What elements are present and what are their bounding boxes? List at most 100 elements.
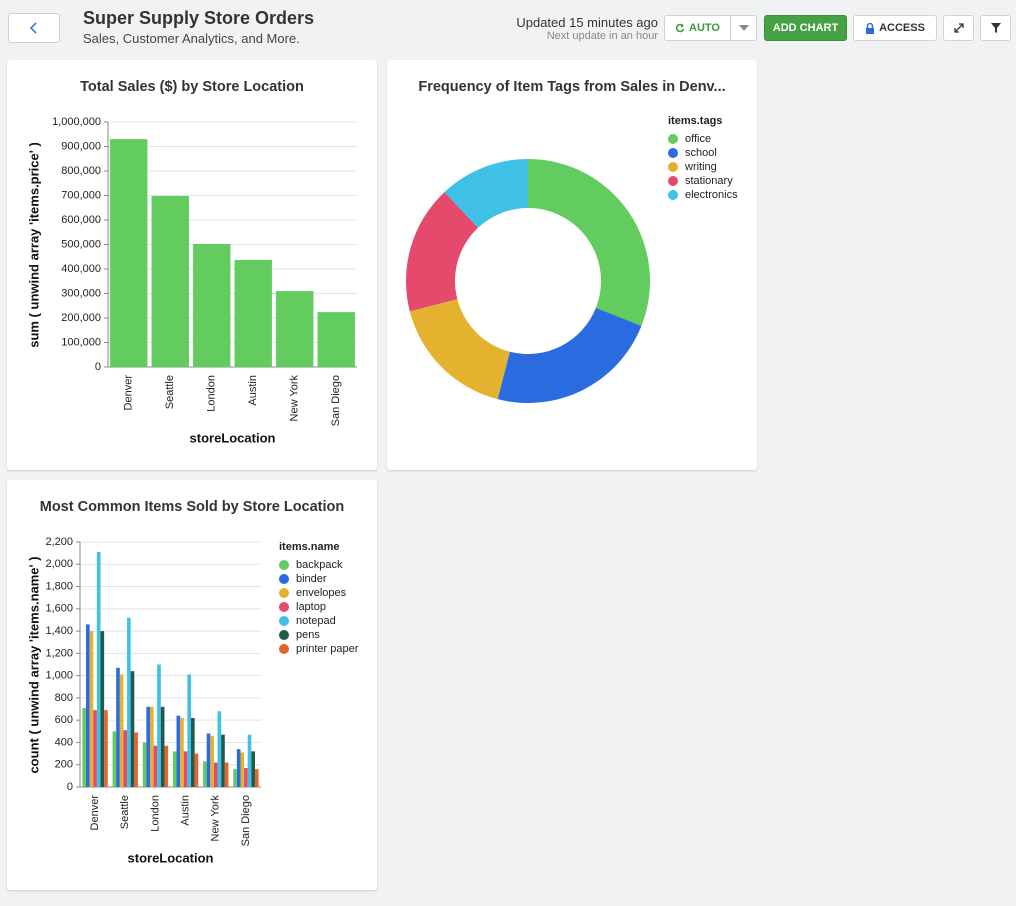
- page-title: Super Supply Store Orders: [83, 8, 315, 28]
- chart: Frequency of Item Tags from Sales in Den…: [406, 79, 738, 403]
- bar: [142, 742, 147, 787]
- x-tick-label: New York: [210, 795, 222, 842]
- bar: [89, 631, 94, 787]
- bar: [251, 751, 255, 787]
- auto-label: AUTO: [689, 22, 720, 34]
- legend-label: notepad: [296, 615, 336, 627]
- pie-slice: [409, 299, 510, 400]
- legend-swatch: [668, 134, 678, 144]
- back-button[interactable]: [8, 13, 60, 43]
- bar: [193, 244, 231, 367]
- bar: [164, 745, 169, 787]
- legend-label: office: [685, 133, 711, 145]
- y-tick-label: 900,000: [61, 140, 101, 152]
- y-tick-label: 500,000: [61, 238, 101, 250]
- x-tick-label: London: [206, 375, 218, 412]
- y-tick-label: 0: [95, 361, 101, 373]
- legend-swatch: [279, 574, 289, 584]
- legend-label: laptop: [296, 601, 326, 613]
- refresh-icon: [675, 23, 685, 33]
- y-tick-label: 1,600: [45, 603, 73, 615]
- expand-button[interactable]: [943, 15, 974, 41]
- x-tick-label: Denver: [89, 795, 101, 831]
- y-tick-label: 1,000: [45, 670, 73, 682]
- bar: [213, 762, 218, 787]
- lock-icon: [866, 22, 875, 34]
- filter-icon: [990, 23, 1001, 33]
- legend-swatch: [279, 560, 289, 570]
- bar: [194, 753, 199, 787]
- filter-button[interactable]: [980, 15, 1011, 41]
- bar: [172, 751, 177, 787]
- legend-label: pens: [296, 629, 320, 641]
- x-tick-label: Denver: [123, 375, 135, 411]
- x-tick-label: London: [149, 795, 161, 832]
- legend-title: items.name: [279, 541, 340, 553]
- bar: [110, 139, 148, 367]
- legend-label: printer paper: [296, 643, 359, 655]
- bar: [116, 667, 120, 787]
- bar: [157, 664, 161, 787]
- bar: [233, 769, 237, 787]
- bar: [149, 706, 154, 787]
- access-button[interactable]: ACCESS: [853, 15, 937, 41]
- bar: [317, 312, 355, 367]
- y-tick-label: 200,000: [61, 312, 101, 324]
- y-tick-label: 100,000: [61, 336, 101, 348]
- bar: [112, 731, 117, 787]
- bar: [100, 631, 105, 787]
- chart-card: Total Sales ($) by Store Location 0 100,00…: [7, 60, 377, 470]
- x-axis-label: storeLocation: [128, 850, 214, 865]
- x-tick-label: Seattle: [119, 795, 131, 829]
- x-tick-label: Seattle: [164, 375, 176, 409]
- y-tick-label: 800,000: [61, 165, 101, 177]
- y-tick-label: 1,800: [45, 580, 73, 592]
- pie-slice: [497, 307, 642, 403]
- y-tick-label: 200: [55, 759, 73, 771]
- auto-button[interactable]: AUTO: [664, 15, 731, 41]
- legend-swatch: [279, 602, 289, 612]
- page-subtitle: Sales, Customer Analytics, and More.: [83, 31, 300, 46]
- bar: [191, 717, 195, 787]
- bar: [254, 769, 259, 787]
- x-axis-label: storeLocation: [190, 430, 276, 445]
- bar: [96, 552, 101, 787]
- updated-text: Updated 15 minutes ago: [516, 15, 658, 30]
- pie-slice: [406, 192, 479, 312]
- bar: [153, 745, 158, 787]
- bar: [146, 706, 150, 787]
- legend-swatch: [279, 616, 289, 626]
- expand-icon: [953, 23, 964, 33]
- bar: [151, 195, 189, 367]
- chart-card: Most Common Items Sold by Store Location…: [7, 480, 377, 890]
- bar: [276, 291, 314, 367]
- bar: [119, 674, 124, 787]
- legend-label: school: [685, 147, 717, 159]
- x-tick-label: Austin: [247, 375, 259, 406]
- add-chart-button[interactable]: ADD CHART: [764, 15, 847, 41]
- chart: Total Sales ($) by Store Location 0 100,00…: [26, 79, 357, 445]
- y-tick-label: 600: [55, 714, 73, 726]
- access-label: ACCESS: [879, 22, 925, 34]
- legend-label: stationary: [685, 175, 733, 187]
- bar: [127, 617, 131, 787]
- bar: [247, 734, 252, 787]
- bar: [183, 751, 188, 787]
- y-tick-label: 1,000,000: [52, 116, 101, 128]
- bar: [187, 674, 192, 787]
- x-tick-label: San Diego: [330, 375, 342, 426]
- y-tick-label: 1,200: [45, 647, 73, 659]
- legend-swatch: [279, 630, 289, 640]
- y-tick-label: 600,000: [61, 214, 101, 226]
- chart: Most Common Items Sold by Store Location…: [26, 499, 359, 866]
- x-tick-label: New York: [289, 375, 301, 422]
- legend-label: envelopes: [296, 587, 347, 599]
- legend-swatch: [279, 588, 289, 598]
- chart-title: Most Common Items Sold by Store Location: [40, 499, 345, 515]
- bar: [130, 671, 135, 787]
- y-axis-label: sum ( unwind array 'items.price' ): [26, 142, 41, 348]
- legend-label: writing: [684, 161, 717, 173]
- auto-dropdown[interactable]: [730, 15, 757, 41]
- legend-label: backpack: [296, 559, 343, 571]
